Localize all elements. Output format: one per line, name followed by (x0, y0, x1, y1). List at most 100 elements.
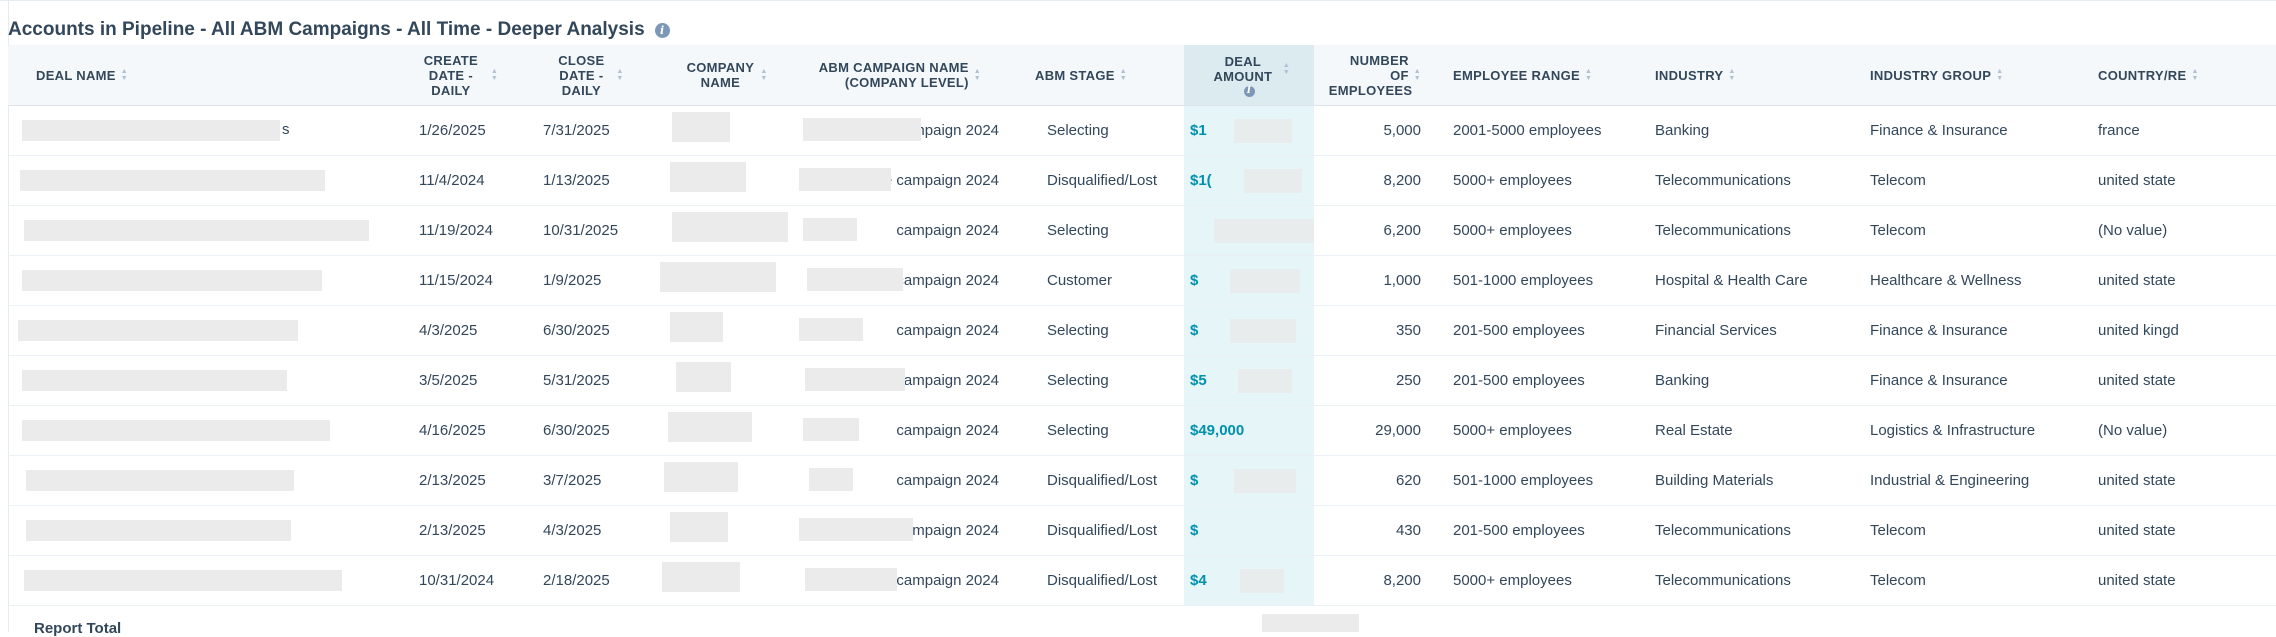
table-row[interactable]: 11/19/2024 10/31/2025 campaign 2024 Selecti… (8, 205, 2276, 256)
sort-arrows-icon[interactable]: ▲ ▼ (120, 68, 128, 82)
column-header-label: COMPANY NAME (686, 60, 755, 90)
sort-arrows-icon[interactable]: ▲ ▼ (1728, 68, 1736, 82)
table-row[interactable]: 2/13/2025 4/3/2025 campaign 2024 Disqualifi… (8, 505, 2276, 556)
sort-arrows-icon[interactable]: ▲ ▼ (1996, 68, 2004, 82)
sort-arrows-icon[interactable]: ▲ ▼ (1282, 61, 1291, 76)
cell-create: 3/5/2025 (393, 355, 521, 406)
column-header-employee-range[interactable]: EMPLOYEE RANGE ▲ ▼ (1437, 45, 1645, 106)
column-header-close-date[interactable]: CLOSE DATE - DAILY ▲ ▼ (521, 45, 654, 106)
table-row[interactable]: 11/15/2024 1/9/2025 campaign 2024 Customer $… (8, 255, 2276, 306)
cell-deal[interactable] (8, 555, 393, 606)
campaign-name-text: e campaign 2024 (883, 372, 999, 389)
report-total-label: Report Total (34, 620, 122, 637)
column-header-abm-campaign[interactable]: ABM CAMPAIGN NAME (COMPANY LEVEL) ▲ ▼ (799, 45, 1029, 106)
column-header-deal-name[interactable]: DEAL NAME ▲ ▼ (8, 45, 393, 106)
table-header-row: DEAL NAME ▲ ▼ CREATE DATE - DAILY ▲ ▼ CLOSE DA… (8, 45, 2276, 106)
cell-deal[interactable] (8, 155, 393, 206)
deal-amount-value[interactable]: $ (1190, 272, 1199, 289)
sort-arrows-icon[interactable]: ▲ ▼ (1119, 68, 1127, 82)
cell-deal[interactable] (8, 305, 393, 356)
cell-group: Logistics & Infrastructure (1860, 405, 2092, 456)
cell-employees: 250 (1314, 355, 1437, 406)
deal-amount-value[interactable]: $1( (1190, 172, 1212, 189)
redacted-deal-name (24, 570, 342, 591)
sort-arrows-icon[interactable]: ▲ ▼ (973, 68, 981, 82)
redacted-company-name (664, 462, 738, 492)
info-icon[interactable]: i (1243, 85, 1255, 97)
cell-close: 1/13/2025 (521, 155, 654, 206)
campaign-name-text: campaign 2024 (896, 422, 999, 439)
column-header-industry[interactable]: INDUSTRY ▲ ▼ (1645, 45, 1860, 106)
deal-amount-value[interactable]: $49,000 (1190, 422, 1245, 439)
cell-industry: Telecommunications (1645, 205, 1860, 256)
cell-group: Industrial & Engineering (1860, 455, 2092, 506)
column-header-content: NUMBER OF EMPLOYEES ▲ ▼ (1329, 53, 1421, 98)
table-row[interactable]: 3/5/2025 5/31/2025 e campaign 2024 Selectin… (8, 355, 2276, 406)
cell-campaign: mpaign 2024 (799, 105, 1029, 156)
sort-arrows-icon[interactable]: ▲ ▼ (1585, 68, 1593, 82)
cell-company (654, 455, 799, 506)
table-row[interactable]: 4/16/2025 6/30/2025 campaign 2024 Selecting… (8, 405, 2276, 456)
campaign-name-text: campaign 2024 (896, 272, 999, 289)
redacted-campaign-prefix (799, 318, 863, 341)
cell-group: Healthcare & Wellness (1860, 255, 2092, 306)
column-header-content: COUNTRY/RE ▲ ▼ (2098, 68, 2199, 83)
redacted-deal-amount (1230, 319, 1296, 343)
table-row[interactable]: 2/13/2025 3/7/2025 campaign 2024 Disqualifi… (8, 455, 2276, 506)
deal-amount-value[interactable]: $4 (1190, 572, 1207, 589)
column-header-abm-stage[interactable]: ABM STAGE ▲ ▼ (1029, 45, 1184, 106)
column-header-employees[interactable]: NUMBER OF EMPLOYEES ▲ ▼ (1314, 45, 1437, 106)
column-header-content: DEAL AMOUNT ▲ ▼ (1208, 54, 1290, 84)
cell-amount: $ (1184, 255, 1314, 306)
cell-industry: Telecommunications (1645, 505, 1860, 556)
cell-deal[interactable] (8, 205, 393, 256)
cell-industry: Hospital & Health Care (1645, 255, 1860, 306)
cell-country: united state (2092, 355, 2276, 406)
column-header-content: COMPANY NAME ▲ ▼ (685, 60, 768, 90)
cell-close: 10/31/2025 (521, 205, 654, 256)
cell-deal[interactable] (8, 455, 393, 506)
sort-arrows-icon[interactable]: ▲ ▼ (616, 68, 624, 82)
sort-arrows-icon[interactable]: ▲ ▼ (2191, 68, 2199, 82)
column-header-create-date[interactable]: CREATE DATE - DAILY ▲ ▼ (393, 45, 521, 106)
report-table: DEAL NAME ▲ ▼ CREATE DATE - DAILY ▲ ▼ CLOSE DA… (8, 45, 2276, 606)
info-icon[interactable]: i (654, 22, 670, 38)
cell-group: Telecom (1860, 205, 2092, 256)
cell-deal[interactable]: s (8, 105, 393, 156)
column-header-deal-amount[interactable]: DEAL AMOUNT ▲ ▼ i (1184, 45, 1314, 106)
cell-industry: Real Estate (1645, 405, 1860, 456)
report-total-redacted-value (1262, 614, 1359, 632)
cell-campaign: campaign 2024 (799, 405, 1029, 456)
cell-deal[interactable] (8, 405, 393, 456)
sort-arrows-icon[interactable]: ▲ ▼ (490, 68, 499, 82)
cell-company (654, 155, 799, 206)
table-row[interactable]: 4/3/2025 6/30/2025 campaign 2024 Selecting $… (8, 305, 2276, 356)
column-header-industry-group[interactable]: INDUSTRY GROUP ▲ ▼ (1860, 45, 2092, 106)
column-header-company-name[interactable]: COMPANY NAME ▲ ▼ (654, 45, 799, 106)
cell-deal[interactable] (8, 355, 393, 406)
deal-amount-value[interactable]: $ (1190, 322, 1199, 339)
cell-deal[interactable] (8, 505, 393, 556)
redacted-company-name (670, 162, 746, 192)
redacted-deal-name (22, 420, 330, 441)
sort-arrows-icon[interactable]: ▲ ▼ (1413, 68, 1421, 82)
table-row[interactable]: 11/4/2024 1/13/2025 e campaign 2024 Disqual… (8, 155, 2276, 206)
deal-amount-value[interactable]: $1 (1190, 122, 1207, 139)
deal-name-text: s (282, 121, 290, 138)
deal-amount-value[interactable]: $ (1190, 522, 1199, 539)
table-row[interactable]: s 1/26/2025 7/31/2025 mpaign 2024 Selecting $… (8, 105, 2276, 156)
campaign-name-text: campaign 2024 (896, 472, 999, 489)
deal-amount-value[interactable]: $5 (1190, 372, 1207, 389)
cell-deal[interactable] (8, 255, 393, 306)
redacted-deal-name (22, 120, 280, 141)
sort-arrows-icon[interactable]: ▲ ▼ (760, 68, 768, 82)
deal-amount-value[interactable]: $ (1190, 472, 1199, 489)
cell-country: (No value) (2092, 405, 2276, 456)
cell-stage: Disqualified/Lost (1029, 155, 1184, 206)
cell-range: 201-500 employees (1437, 505, 1645, 556)
cell-stage: Disqualified/Lost (1029, 555, 1184, 606)
column-header-label: ABM CAMPAIGN NAME (COMPANY LEVEL) (818, 60, 969, 90)
table-row[interactable]: 10/31/2024 2/18/2025 e campaign 2024 Disqua… (8, 555, 2276, 606)
column-header-country[interactable]: COUNTRY/RE ▲ ▼ (2092, 45, 2276, 106)
